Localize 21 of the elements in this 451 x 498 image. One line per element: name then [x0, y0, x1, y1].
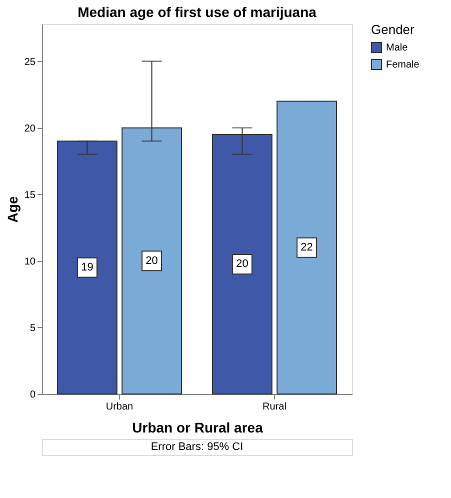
legend-title: Gender: [371, 22, 416, 37]
y-tick-label: 0: [30, 390, 36, 400]
bar: [57, 140, 118, 394]
y-tick-label: 5: [30, 322, 36, 334]
y-tick-label: 20: [24, 123, 36, 134]
y-tick-label: 25: [24, 56, 36, 68]
chart-title: Median age of first use of marijuana: [78, 4, 317, 20]
bar: [276, 100, 337, 394]
legend-label: Female: [386, 60, 420, 70]
data-label: 20: [146, 254, 158, 267]
data-label: 22: [300, 242, 313, 254]
x-tick-label: Urban: [106, 402, 134, 412]
y-tick-label: 15: [24, 190, 36, 201]
text: Error Bars: 95% CI: [150, 441, 244, 453]
y-tick-label: 10: [24, 256, 36, 268]
x-tick-label: Rural: [262, 402, 286, 412]
legend-label: Male: [386, 42, 408, 54]
x-axis-title: Urban or Rural area: [132, 420, 264, 436]
y-axis-title: Age: [4, 196, 20, 223]
data-label: 20: [236, 258, 248, 270]
data-label: 19: [81, 262, 94, 274]
